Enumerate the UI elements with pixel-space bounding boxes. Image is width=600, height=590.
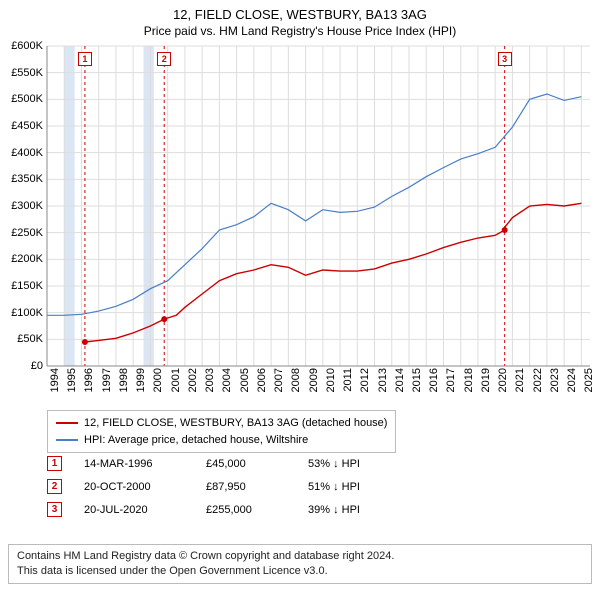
sale-event-row: 1 14-MAR-1996 £45,000 53% ↓ HPI	[47, 452, 360, 475]
x-axis-tick-label: 2021	[512, 366, 526, 392]
sale-event-date: 14-MAR-1996	[84, 458, 184, 470]
y-axis-tick-label: £550K	[11, 67, 47, 79]
sale-event-hpi-relation: 39% ↓ HPI	[308, 504, 360, 516]
x-axis-tick-label: 1996	[81, 366, 95, 392]
x-axis-tick-label: 2013	[375, 366, 389, 392]
chart-title: 12, FIELD CLOSE, WESTBURY, BA13 3AG	[0, 0, 600, 24]
sale-event-row: 2 20-OCT-2000 £87,950 51% ↓ HPI	[47, 475, 360, 498]
x-axis-tick-label: 2007	[271, 366, 285, 392]
x-axis-tick-label: 1998	[116, 366, 130, 392]
legend-swatch	[56, 422, 78, 424]
x-axis-tick-label: 2025	[581, 366, 595, 392]
x-axis-tick-label: 2023	[547, 366, 561, 392]
x-axis-tick-label: 2005	[237, 366, 251, 392]
legend-label: 12, FIELD CLOSE, WESTBURY, BA13 3AG (det…	[84, 415, 387, 432]
y-axis-tick-label: £250K	[11, 227, 47, 239]
x-axis-tick-label: 2003	[202, 366, 216, 392]
x-axis-tick-label: 2009	[306, 366, 320, 392]
y-axis-tick-label: £600K	[11, 40, 47, 52]
x-axis-tick-label: 2011	[340, 366, 354, 392]
sale-event-amount: £45,000	[206, 458, 286, 470]
x-axis-tick-label: 2012	[357, 366, 371, 392]
x-axis-tick-label: 2016	[426, 366, 440, 392]
x-axis-tick-label: 2019	[478, 366, 492, 392]
sale-events-table: 1 14-MAR-1996 £45,000 53% ↓ HPI 2 20-OCT-2000…	[47, 452, 360, 521]
y-axis-tick-label: £350K	[11, 173, 47, 185]
footer-line: This data is licensed under the Open Gov…	[17, 564, 583, 579]
x-axis-tick-label: 2020	[495, 366, 509, 392]
footer-line: Contains HM Land Registry data © Crown c…	[17, 549, 583, 564]
sale-event-row: 3 20-JUL-2020 £255,000 39% ↓ HPI	[47, 498, 360, 521]
sale-event-date: 20-JUL-2020	[84, 504, 184, 516]
y-axis-tick-label: £500K	[11, 93, 47, 105]
sale-marker: 1	[78, 52, 92, 66]
sale-marker: 2	[157, 52, 171, 66]
x-axis-tick-label: 2002	[185, 366, 199, 392]
x-axis-tick-label: 2017	[443, 366, 457, 392]
sale-event-amount: £255,000	[206, 504, 286, 516]
x-axis-tick-label: 1994	[47, 366, 61, 392]
x-axis-tick-label: 2008	[288, 366, 302, 392]
sale-event-hpi-relation: 51% ↓ HPI	[308, 481, 360, 493]
x-axis-tick-label: 1995	[64, 366, 78, 392]
chart-svg	[47, 46, 590, 366]
legend-item: HPI: Average price, detached house, Wilt…	[56, 432, 387, 449]
x-axis-tick-label: 2004	[219, 366, 233, 392]
y-axis-tick-label: £150K	[11, 280, 47, 292]
y-axis-tick-label: £450K	[11, 120, 47, 132]
legend: 12, FIELD CLOSE, WESTBURY, BA13 3AG (det…	[47, 410, 396, 453]
x-axis-tick-label: 2014	[392, 366, 406, 392]
legend-label: HPI: Average price, detached house, Wilt…	[84, 432, 308, 449]
x-axis-tick-label: 2010	[323, 366, 337, 392]
x-axis-tick-label: 2022	[530, 366, 544, 392]
y-axis-tick-label: £0	[31, 360, 47, 372]
sale-event-marker: 2	[47, 479, 62, 494]
x-axis-tick-label: 1999	[133, 366, 147, 392]
sale-event-marker: 3	[47, 502, 62, 517]
x-axis-tick-label: 2000	[150, 366, 164, 392]
chart-subtitle: Price paid vs. HM Land Registry's House …	[0, 24, 600, 40]
x-axis-tick-label: 2015	[409, 366, 423, 392]
sale-marker: 3	[498, 52, 512, 66]
x-axis-tick-label: 2024	[564, 366, 578, 392]
x-axis-tick-label: 2018	[461, 366, 475, 392]
x-axis-tick-label: 2006	[254, 366, 268, 392]
y-axis-tick-label: £400K	[11, 147, 47, 159]
sale-event-date: 20-OCT-2000	[84, 481, 184, 493]
x-axis-tick-label: 1997	[99, 366, 113, 392]
footer-attribution: Contains HM Land Registry data © Crown c…	[8, 544, 592, 584]
y-axis-tick-label: £50K	[17, 333, 47, 345]
legend-swatch	[56, 439, 78, 441]
y-axis-tick-label: £300K	[11, 200, 47, 212]
y-axis-tick-label: £200K	[11, 253, 47, 265]
sale-event-hpi-relation: 53% ↓ HPI	[308, 458, 360, 470]
y-axis-tick-label: £100K	[11, 307, 47, 319]
sale-event-amount: £87,950	[206, 481, 286, 493]
sale-event-marker: 1	[47, 456, 62, 471]
x-axis-tick-label: 2001	[168, 366, 182, 392]
legend-item: 12, FIELD CLOSE, WESTBURY, BA13 3AG (det…	[56, 415, 387, 432]
chart-plot-area: £0£50K£100K£150K£200K£250K£300K£350K£400…	[47, 46, 590, 366]
